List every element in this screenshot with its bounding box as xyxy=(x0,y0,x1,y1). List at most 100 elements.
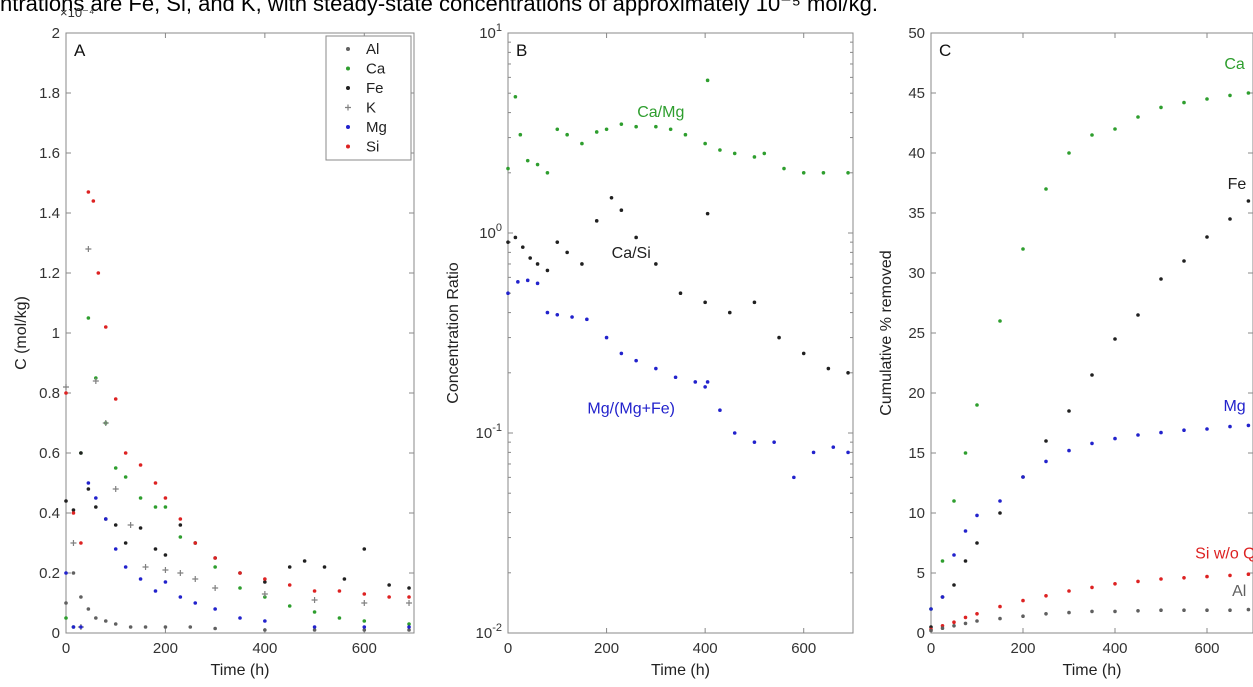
data-point xyxy=(362,547,367,551)
data-point xyxy=(1159,608,1163,612)
data-point xyxy=(407,586,411,590)
y-tick-label: 101 xyxy=(479,22,502,42)
data-point xyxy=(1205,235,1209,239)
data-point xyxy=(1228,608,1232,612)
legend-label: Mg xyxy=(366,119,387,136)
data-point xyxy=(545,268,550,273)
data-point xyxy=(312,628,317,632)
y-tick-label: 10-1 xyxy=(476,422,502,442)
axis-multiplier: ×10⁻⁴ xyxy=(60,5,95,20)
data-point xyxy=(86,190,91,194)
data-point xyxy=(287,583,292,587)
y-tick-label: 5 xyxy=(917,565,925,582)
panel-letter: B xyxy=(516,41,527,60)
data-point xyxy=(831,445,836,449)
data-point xyxy=(520,245,525,249)
data-point xyxy=(634,235,638,240)
legend-label: Al xyxy=(366,41,379,58)
data-point xyxy=(683,132,688,137)
panel-c: 0 200 400 600 0 5 10 15 20 25 30 35 40 45 50 Time (h) Cu… xyxy=(878,25,1253,679)
y-tick-label: 1 xyxy=(52,325,60,342)
data-point xyxy=(86,487,91,491)
data-point xyxy=(70,540,77,546)
data-point xyxy=(963,451,968,455)
data-point xyxy=(570,315,574,319)
legend-marker xyxy=(346,47,350,51)
y-tick-label: 25 xyxy=(908,325,925,342)
data-point xyxy=(752,300,757,305)
legend-marker xyxy=(346,125,350,129)
data-point xyxy=(178,535,183,539)
data-point xyxy=(103,619,108,623)
data-point xyxy=(263,580,267,584)
data-point xyxy=(1205,97,1209,101)
data-point xyxy=(1021,614,1025,618)
y-tick-label: 20 xyxy=(908,385,925,402)
data-point xyxy=(1044,187,1048,191)
y-tick-label: 1.6 xyxy=(39,145,60,162)
legend-marker xyxy=(346,144,350,149)
x-tick-label: 0 xyxy=(504,640,512,657)
legend-marker xyxy=(346,86,350,90)
y-tick-label: 1.4 xyxy=(39,205,60,222)
series-label: Ca xyxy=(1224,56,1245,73)
data-point xyxy=(1228,573,1232,578)
data-point xyxy=(1067,448,1071,453)
data-point xyxy=(113,622,118,626)
data-point xyxy=(79,541,83,545)
panel-a: 0 200 400 600 0 0.2 0.4 0.6 0.8 1 1.2 1.4 1.6 1.8 2 Tim… xyxy=(13,5,415,679)
series-label: Mg/(Mg+Fe) xyxy=(587,401,675,418)
data-point xyxy=(1021,475,1025,479)
data-point xyxy=(952,620,956,624)
data-point xyxy=(678,291,683,296)
x-tick-label: 400 xyxy=(1102,640,1127,657)
series-fe xyxy=(64,451,411,590)
data-point xyxy=(801,351,806,356)
y-tick-label: 0.2 xyxy=(39,565,60,582)
x-tick-label: 400 xyxy=(252,640,277,657)
series-mg xyxy=(64,481,411,629)
data-point xyxy=(1136,115,1140,119)
series-label: Si w/o Q xyxy=(1195,546,1253,563)
data-point xyxy=(1182,428,1186,433)
data-point xyxy=(535,162,540,167)
data-point xyxy=(64,601,68,605)
data-point xyxy=(975,619,979,623)
x-tick-label: 200 xyxy=(594,640,619,657)
data-point xyxy=(153,481,158,485)
series-label: Mg xyxy=(1223,398,1245,415)
y-tick-label: 10 xyxy=(908,505,925,522)
series-mg-mg-fe-: Mg/(Mg+Fe) xyxy=(506,278,850,480)
data-point xyxy=(705,380,710,384)
data-point xyxy=(86,316,91,320)
data-point xyxy=(71,625,76,629)
y-tick-label-base: 10 xyxy=(479,25,496,42)
legend-label: Si xyxy=(366,139,379,156)
data-point xyxy=(113,523,118,527)
data-point xyxy=(585,317,589,322)
data-point xyxy=(1246,572,1251,576)
data-point xyxy=(1090,585,1094,590)
data-point xyxy=(302,559,307,563)
data-point xyxy=(1159,577,1163,581)
data-point xyxy=(362,592,367,596)
data-point xyxy=(123,565,128,569)
data-point xyxy=(703,385,707,389)
series-label: Ca/Mg xyxy=(637,104,684,121)
data-point xyxy=(752,440,757,444)
data-point xyxy=(998,319,1002,323)
data-point xyxy=(792,475,796,480)
y-axis-label: Cumulative % removed xyxy=(878,250,895,415)
data-point xyxy=(387,583,391,587)
data-point xyxy=(1182,100,1186,105)
data-point xyxy=(1159,277,1163,281)
data-point xyxy=(362,625,367,629)
data-point xyxy=(506,240,510,244)
data-point xyxy=(94,496,98,500)
data-point xyxy=(998,499,1002,503)
y-tick-label: 30 xyxy=(908,265,925,282)
data-point xyxy=(1205,427,1209,431)
data-point xyxy=(609,195,614,200)
data-point xyxy=(188,625,193,629)
data-point xyxy=(565,132,569,137)
